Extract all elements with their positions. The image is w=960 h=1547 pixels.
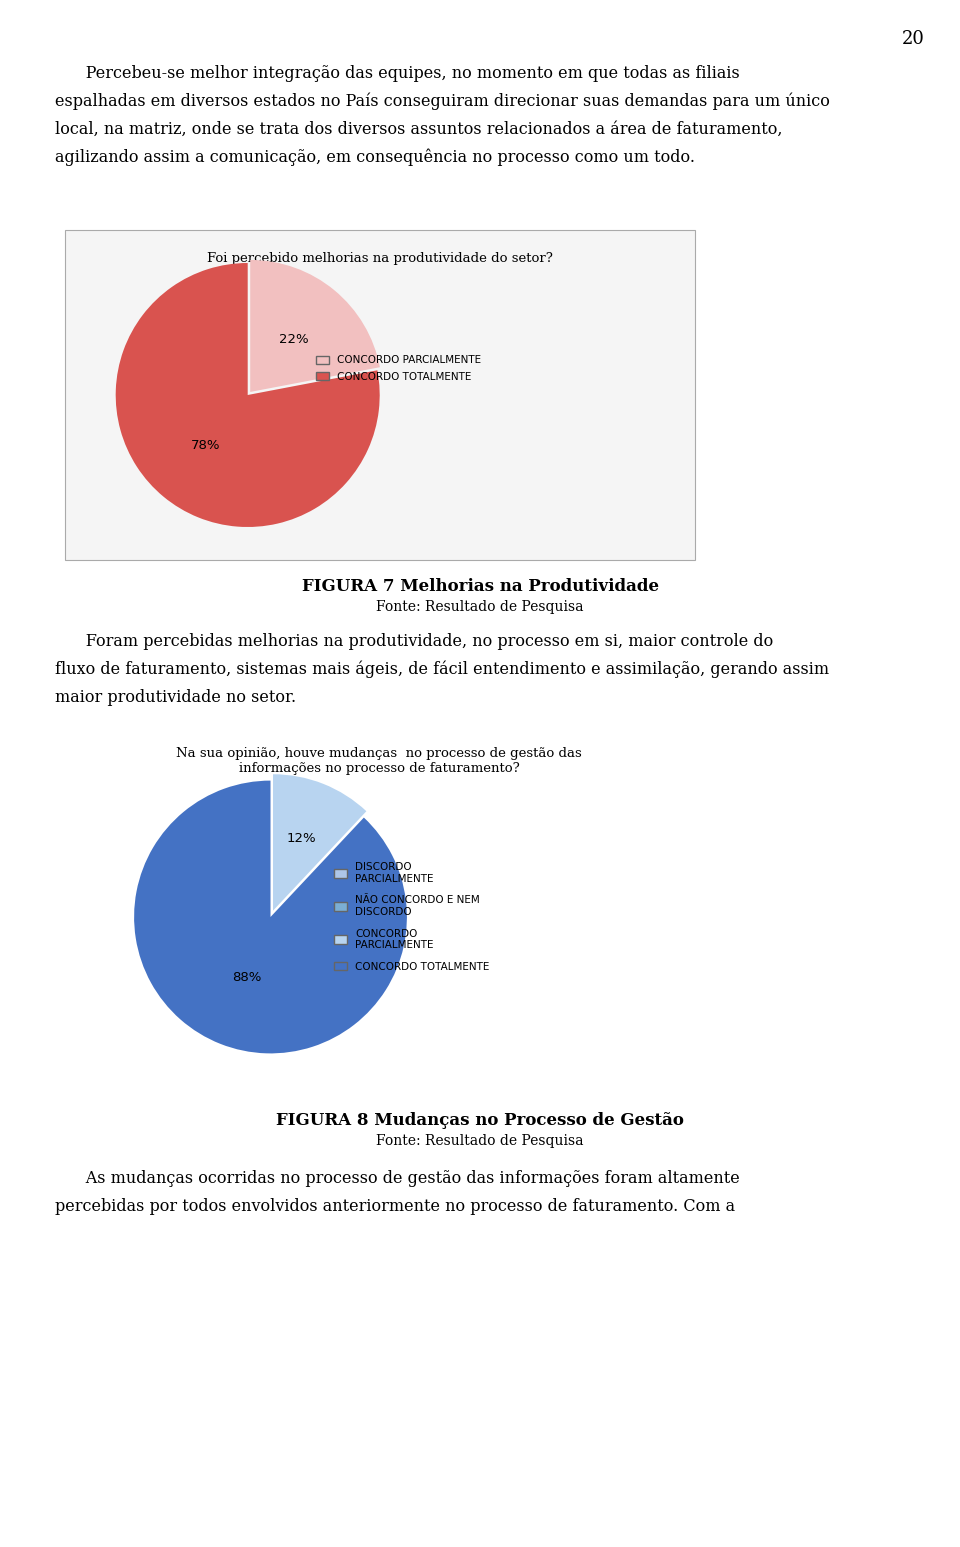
- Text: Fonte: Resultado de Pesquisa: Fonte: Resultado de Pesquisa: [376, 1134, 584, 1148]
- Text: 20: 20: [902, 29, 925, 48]
- Text: Foi percebido melhorias na produtividade do setor?: Foi percebido melhorias na produtividade…: [207, 252, 553, 265]
- Text: fluxo de faturamento, sistemas mais ágeis, de fácil entendimento e assimilação, : fluxo de faturamento, sistemas mais ágei…: [55, 661, 829, 679]
- Bar: [65, 231, 695, 560]
- Wedge shape: [273, 774, 367, 911]
- Wedge shape: [116, 263, 380, 528]
- Text: Foram percebidas melhorias na produtividade, no processo em si, maior controle d: Foram percebidas melhorias na produtivid…: [55, 633, 773, 650]
- Text: FIGURA 8 Mudanças no Processo de Gestão: FIGURA 8 Mudanças no Processo de Gestão: [276, 1112, 684, 1129]
- Legend: CONCORDO PARCIALMENTE, CONCORDO TOTALMENTE: CONCORDO PARCIALMENTE, CONCORDO TOTALMEN…: [312, 351, 486, 385]
- Text: maior produtividade no setor.: maior produtividade no setor.: [55, 688, 296, 705]
- Legend: DISCORDO
PARCIALMENTE, NÃO CONCORDO E NEM
DISCORDO, CONCORDO
PARCIALMENTE, CONCO: DISCORDO PARCIALMENTE, NÃO CONCORDO E NE…: [330, 859, 493, 976]
- Wedge shape: [134, 781, 407, 1054]
- Text: espalhadas em diversos estados no País conseguiram direcionar suas demandas para: espalhadas em diversos estados no País c…: [55, 93, 829, 110]
- Text: local, na matriz, onde se trata dos diversos assuntos relacionados a área de fat: local, na matriz, onde se trata dos dive…: [55, 121, 782, 138]
- Text: FIGURA 7 Melhorias na Produtividade: FIGURA 7 Melhorias na Produtividade: [301, 579, 659, 596]
- Text: 88%: 88%: [231, 972, 261, 984]
- Text: 22%: 22%: [279, 333, 309, 345]
- Text: agilizando assim a comunicação, em consequência no processo como um todo.: agilizando assim a comunicação, em conse…: [55, 149, 695, 167]
- Text: Na sua opinião, houve mudanças  no processo de gestão das
informações no process: Na sua opinião, houve mudanças no proces…: [176, 747, 582, 775]
- Text: Percebeu-se melhor integração das equipes, no momento em que todas as filiais: Percebeu-se melhor integração das equipe…: [55, 65, 740, 82]
- Wedge shape: [251, 260, 380, 391]
- Text: percebidas por todos envolvidos anteriormente no processo de faturamento. Com a: percebidas por todos envolvidos anterior…: [55, 1197, 735, 1214]
- Text: As mudanças ocorridas no processo de gestão das informações foram altamente: As mudanças ocorridas no processo de ges…: [55, 1170, 740, 1187]
- Text: Fonte: Resultado de Pesquisa: Fonte: Resultado de Pesquisa: [376, 600, 584, 614]
- Text: 78%: 78%: [191, 439, 221, 452]
- Text: 12%: 12%: [287, 832, 317, 845]
